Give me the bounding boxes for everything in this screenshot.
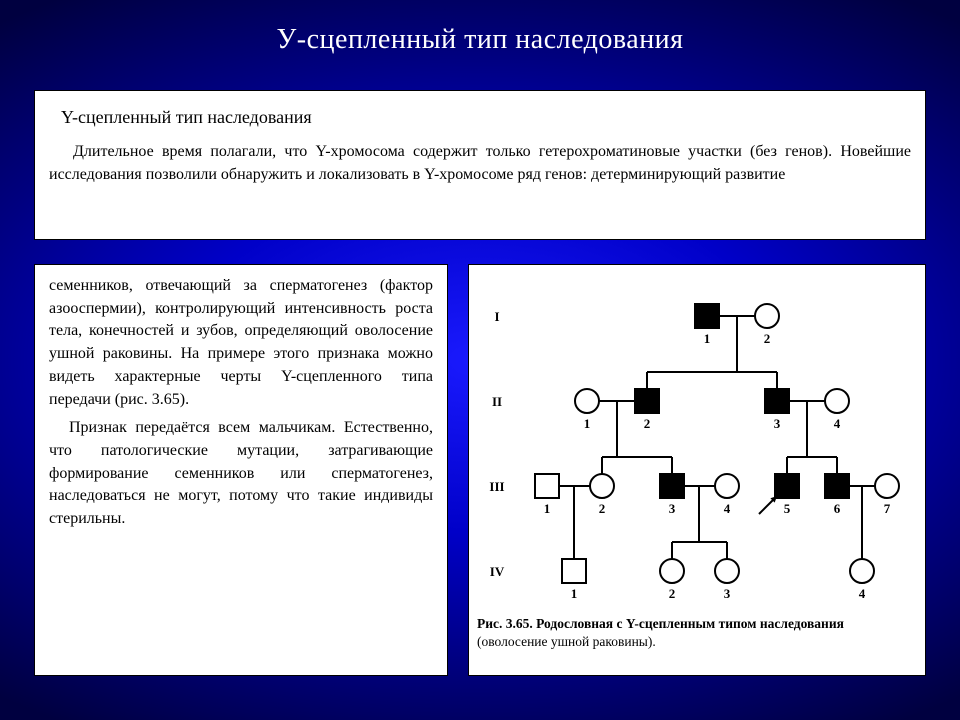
svg-text:2: 2 <box>644 416 651 431</box>
left-para-1: семенников, отвечающий за сперматогенез … <box>49 275 433 411</box>
left-para-2: Признак передаётся всем мальчикам. Естес… <box>49 417 433 531</box>
svg-text:I: I <box>494 309 499 324</box>
panel-left: семенников, отвечающий за сперматогенез … <box>34 264 448 676</box>
slide: У-сцепленный тип наследования Y-сцепленн… <box>0 0 960 720</box>
svg-text:III: III <box>489 479 504 494</box>
svg-text:1: 1 <box>584 416 591 431</box>
svg-text:3: 3 <box>774 416 781 431</box>
svg-text:2: 2 <box>764 331 771 346</box>
svg-text:II: II <box>492 394 502 409</box>
svg-text:5: 5 <box>784 501 791 516</box>
svg-text:1: 1 <box>544 501 551 516</box>
slide-title: У-сцепленный тип наследования <box>0 24 960 56</box>
doc-body-top: Длительное время полагали, что Y-хромосо… <box>49 140 911 186</box>
svg-text:1: 1 <box>571 586 578 601</box>
caption-lead: Рис. 3.65. Родословная с Y-сцепленным ти… <box>477 616 844 631</box>
svg-text:1: 1 <box>704 331 711 346</box>
svg-text:2: 2 <box>599 501 606 516</box>
svg-text:3: 3 <box>724 586 731 601</box>
svg-text:IV: IV <box>490 564 505 579</box>
svg-text:2: 2 <box>669 586 676 601</box>
svg-text:6: 6 <box>834 501 841 516</box>
svg-text:3: 3 <box>669 501 676 516</box>
svg-text:7: 7 <box>884 501 891 516</box>
svg-text:4: 4 <box>834 416 841 431</box>
pedigree-diagram: I 1 2 II 1 2 3 4 III 1 2 3 4 5 6 7 IV 1 2 3 4 <box>477 271 917 611</box>
figure-caption: Рис. 3.65. Родословная с Y-сцепленным ти… <box>477 615 917 650</box>
svg-text:4: 4 <box>724 501 731 516</box>
panel-right: I 1 2 II 1 2 3 4 III 1 2 3 4 5 6 7 IV 1 2 3 4 Рис. 3.65. Род… <box>468 264 926 676</box>
svg-text:4: 4 <box>859 586 866 601</box>
panel-top: Y-сцепленный тип наследования Длительное… <box>34 90 926 240</box>
doc-heading: Y-сцепленный тип наследования <box>61 107 911 128</box>
caption-rest: (оволосение ушной раковины). <box>477 634 656 649</box>
